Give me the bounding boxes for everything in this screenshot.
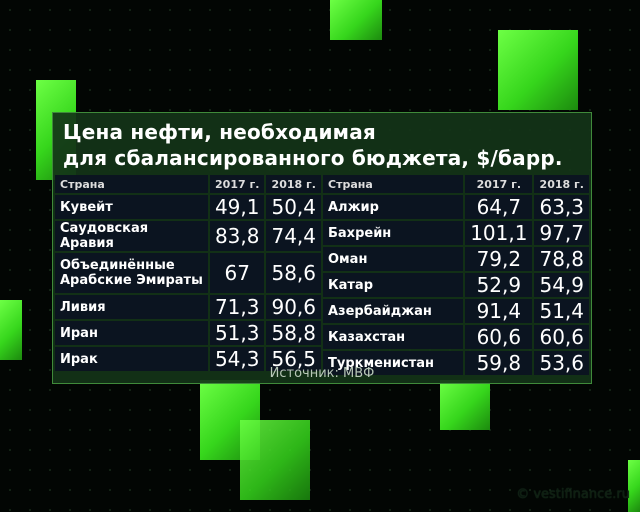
country-cell: Бахрейн [323, 221, 464, 245]
value-cell: 74,4 [266, 221, 321, 251]
value-cell: 90,6 [266, 295, 321, 319]
panel-title: Цена нефти, необходимая для сбалансирова… [63, 119, 563, 171]
title-line-1: Цена нефти, необходимая [63, 120, 376, 144]
country-cell: Саудовская Аравия [55, 221, 208, 251]
value-cell: 51,4 [534, 299, 589, 323]
bg-cube [628, 460, 640, 512]
value-cell: 78,8 [534, 247, 589, 271]
country-cell: Объединённые Арабские Эмираты [55, 253, 208, 293]
value-cell: 79,2 [465, 247, 533, 271]
table-left: Страна 2017 г. 2018 г. Кувейт 49,1 50,4 Саудов… [53, 173, 323, 373]
country-cell: Азербайджан [323, 299, 464, 323]
value-cell: 71,3 [209, 295, 265, 319]
title-line-2: для сбалансированного бюджета, $/барр. [63, 146, 563, 170]
table-row: Азербайджан 91,4 51,4 [323, 299, 589, 323]
bg-cube [440, 380, 490, 430]
table-row: Кувейт 49,1 50,4 [55, 195, 321, 219]
watermark: © vestifinance.ru [516, 487, 630, 502]
table-row: Казахстан 60,6 60,6 [323, 325, 589, 349]
info-panel: Цена нефти, необходимая для сбалансирова… [52, 112, 592, 384]
column-header: 2017 г. [465, 175, 533, 193]
value-cell: 83,8 [209, 221, 265, 251]
value-cell: 54,3 [209, 347, 265, 371]
country-cell: Кувейт [55, 195, 208, 219]
value-cell: 51,3 [209, 321, 265, 345]
value-cell: 101,1 [465, 221, 533, 245]
table-row: Объединённые Арабские Эмираты 67 58,6 [55, 253, 321, 293]
value-cell: 64,7 [465, 195, 533, 219]
table-row: Саудовская Аравия 83,8 74,4 [55, 221, 321, 251]
column-header: Страна [323, 175, 464, 193]
value-cell: 50,4 [266, 195, 321, 219]
table-row: Иран 51,3 58,8 [55, 321, 321, 345]
value-cell: 67 [209, 253, 265, 293]
value-cell: 53,6 [534, 351, 589, 375]
column-header: 2017 г. [209, 175, 265, 193]
column-header: 2018 г. [266, 175, 321, 193]
value-cell: 59,8 [465, 351, 533, 375]
country-cell: Ливия [55, 295, 208, 319]
table-row: Ливия 71,3 90,6 [55, 295, 321, 319]
country-cell: Алжир [323, 195, 464, 219]
table-right: Страна 2017 г. 2018 г. Алжир 64,7 63,3 Бахрейн… [321, 173, 591, 377]
country-cell: Казахстан [323, 325, 464, 349]
country-cell: Иран [55, 321, 208, 345]
bg-cube [240, 420, 310, 500]
country-cell: Оман [323, 247, 464, 271]
bg-cube [498, 30, 578, 110]
header-row: Страна 2017 г. 2018 г. [55, 175, 321, 193]
value-cell: 60,6 [465, 325, 533, 349]
country-cell: Катар [323, 273, 464, 297]
table-row: Туркменистан 59,8 53,6 [323, 351, 589, 375]
column-header: 2018 г. [534, 175, 589, 193]
bg-cube [0, 300, 22, 360]
country-cell: Ирак [55, 347, 208, 371]
value-cell: 58,8 [266, 321, 321, 345]
country-cell: Туркменистан [323, 351, 464, 375]
source-note: Источник: МВФ [269, 366, 375, 381]
table-row: Катар 52,9 54,9 [323, 273, 589, 297]
value-cell: 58,6 [266, 253, 321, 293]
header-row: Страна 2017 г. 2018 г. [323, 175, 589, 193]
column-header: Страна [55, 175, 208, 193]
table-row: Оман 79,2 78,8 [323, 247, 589, 271]
table-row: Бахрейн 101,1 97,7 [323, 221, 589, 245]
bg-cube [330, 0, 382, 40]
table-row: Алжир 64,7 63,3 [323, 195, 589, 219]
value-cell: 97,7 [534, 221, 589, 245]
value-cell: 60,6 [534, 325, 589, 349]
value-cell: 91,4 [465, 299, 533, 323]
table-row: Ирак 54,3 56,5 [55, 347, 321, 371]
value-cell: 49,1 [209, 195, 265, 219]
value-cell: 63,3 [534, 195, 589, 219]
value-cell: 52,9 [465, 273, 533, 297]
value-cell: 56,5 [266, 347, 321, 371]
value-cell: 54,9 [534, 273, 589, 297]
